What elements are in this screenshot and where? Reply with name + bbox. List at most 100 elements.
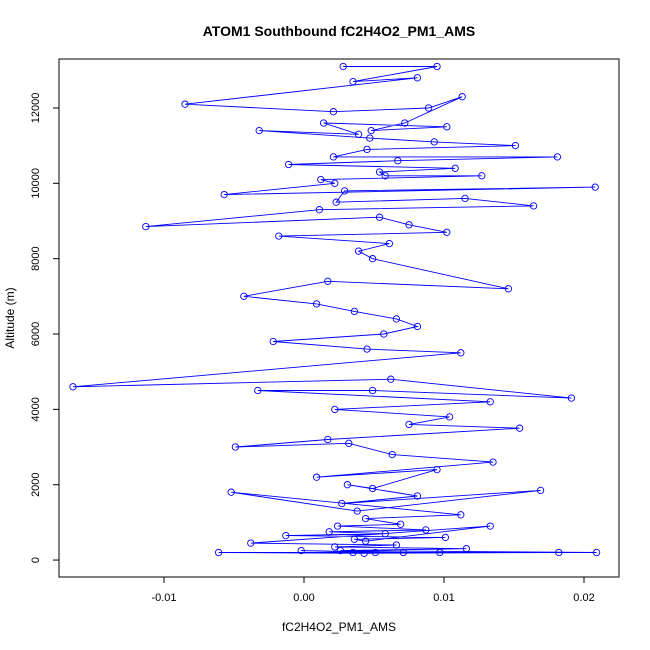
y-tick-label: 6000 [30,322,42,346]
data-point [567,394,576,402]
data-point [385,239,394,248]
data-point [462,545,471,553]
data-point [363,145,371,154]
data-point [336,546,345,555]
data-point [443,228,451,236]
data-point [331,405,339,414]
y-tick-label: 4000 [30,397,42,421]
data-point [284,160,293,169]
data-point [478,172,486,180]
data-point [387,375,395,383]
data-point [275,232,283,240]
data-point [413,322,422,331]
data-point [339,62,347,71]
data-point [461,194,469,203]
data-point [317,175,325,184]
data-point [371,548,380,557]
data-point [443,123,451,131]
y-tick-label: 12000 [30,93,42,124]
x-axis-label: fC2H4O2_PM1_AMS [282,620,396,634]
data-point [254,386,262,395]
data-point [375,213,384,221]
data-point [69,383,77,391]
data-point [430,138,438,146]
data-point [486,398,494,406]
data-point [324,435,332,444]
data-point [329,153,338,161]
data-point [360,549,368,557]
plot-frame [58,58,620,578]
data-point [354,247,363,255]
data-point [433,62,441,71]
data-point [529,202,538,210]
data-point [591,183,599,191]
data-point [394,157,402,165]
data-point [457,511,465,519]
data-point [536,486,545,495]
data-point [367,126,375,135]
data-point [338,499,346,508]
data-point [413,74,422,82]
data-point [451,164,459,172]
y-tick-label: 0 [30,557,42,563]
data-point [319,119,328,127]
data-point [315,206,324,214]
data-point [231,443,240,451]
data-point [349,548,357,557]
x-axis: -0.01 0.00 0.01 0.02 [151,577,595,604]
data-point [325,528,333,536]
data-point [511,141,520,150]
data-point [329,108,338,116]
data-point [436,548,444,557]
y-axis: 0 2000 4000 6000 8000 10000 12000 [30,93,59,563]
data-point [345,439,353,447]
data-point [392,541,401,549]
data-point [457,349,465,357]
data-point [220,190,228,199]
data-point [349,77,357,86]
data-point [396,520,405,528]
data-point [354,130,363,138]
data-point [361,514,370,523]
data-point [343,481,352,489]
data-point [413,492,422,500]
x-tick-label: 0.01 [433,592,454,604]
data-point [331,179,339,187]
data-point [399,548,408,557]
data-point [269,337,277,346]
data-point [380,330,388,338]
data-point [388,450,396,459]
data-point [255,126,263,135]
data-point [350,307,359,316]
data-point [350,535,359,543]
data-point [441,533,450,542]
data-point [553,153,562,161]
data-point [486,522,494,530]
data-point [312,473,321,481]
series-layer [69,62,601,557]
data-point [368,386,377,395]
y-tick-label: 10000 [30,168,42,199]
x-tick-label: 0.02 [573,592,594,604]
data-point [247,539,255,547]
data-point [424,104,433,112]
data-point [433,465,441,474]
data-point [312,300,321,308]
data-point [515,424,524,432]
data-point [340,187,349,195]
data-point [363,345,371,353]
data-point [240,292,248,300]
data-point [227,488,235,496]
data-point [392,315,401,323]
data-point [422,526,430,534]
data-point [332,198,340,206]
data-point [366,134,374,142]
data-point [405,221,413,229]
data-point [353,507,361,515]
data-point [361,537,370,545]
data-point [381,530,389,538]
data-point [368,484,377,493]
data-point [592,548,601,557]
x-tick-label: -0.01 [151,592,176,604]
